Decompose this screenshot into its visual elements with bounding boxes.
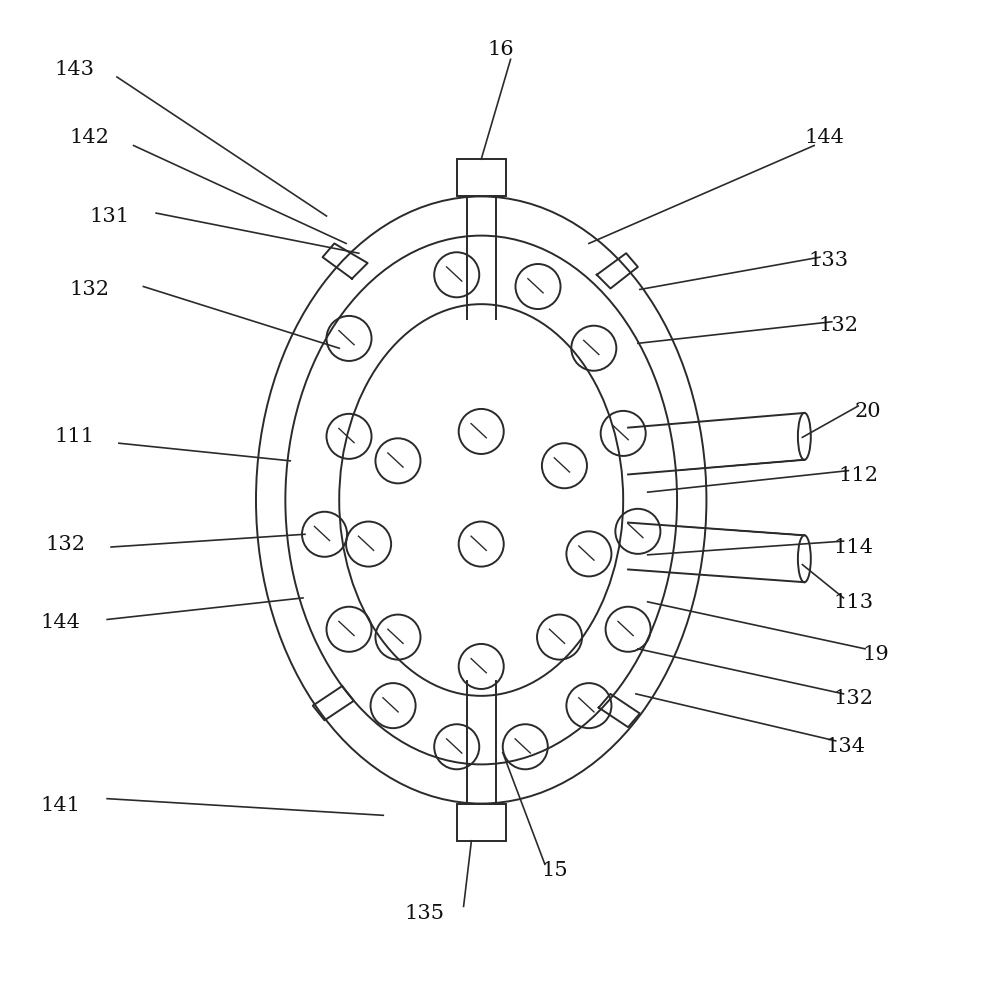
Text: 141: 141 xyxy=(40,796,81,815)
Text: 113: 113 xyxy=(834,593,873,612)
Text: 19: 19 xyxy=(862,645,890,664)
Ellipse shape xyxy=(798,535,811,582)
Bar xyxy=(457,804,506,841)
Text: 143: 143 xyxy=(55,60,95,79)
Text: 111: 111 xyxy=(55,427,95,446)
Text: 112: 112 xyxy=(839,466,878,485)
Text: 133: 133 xyxy=(809,251,848,270)
Text: 142: 142 xyxy=(70,128,109,147)
Text: 132: 132 xyxy=(45,535,85,554)
Text: 131: 131 xyxy=(89,207,130,226)
Text: 114: 114 xyxy=(834,538,873,557)
Text: 132: 132 xyxy=(834,689,873,708)
Text: 15: 15 xyxy=(541,861,568,880)
Ellipse shape xyxy=(798,413,811,460)
Text: 16: 16 xyxy=(487,40,515,59)
Text: 132: 132 xyxy=(819,316,858,335)
Text: 132: 132 xyxy=(70,280,110,299)
Text: 144: 144 xyxy=(804,128,844,147)
Text: 20: 20 xyxy=(854,402,881,421)
Bar xyxy=(457,159,506,196)
Text: 135: 135 xyxy=(405,904,445,923)
Text: 134: 134 xyxy=(826,737,865,756)
Text: 144: 144 xyxy=(40,613,81,632)
